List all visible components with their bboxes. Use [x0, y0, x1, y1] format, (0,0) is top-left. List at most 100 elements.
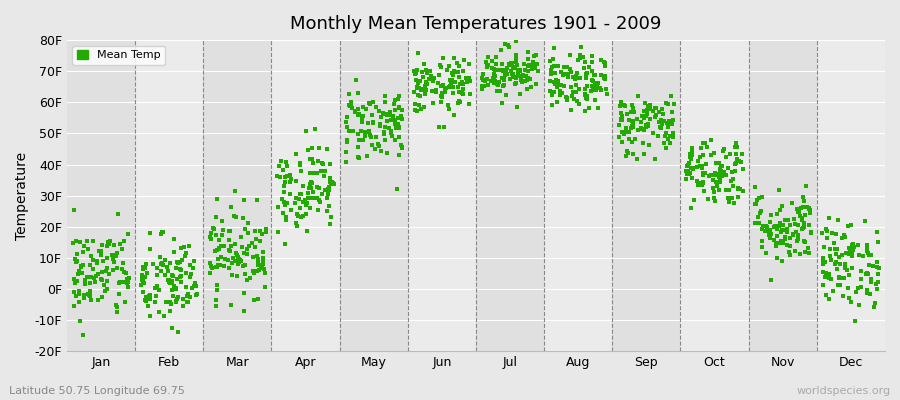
Point [410, 92, 425, 99]
Point [751, 196, 765, 203]
Point [635, 140, 650, 146]
Point [764, 230, 778, 237]
Point [586, 87, 600, 93]
Point [352, 155, 366, 161]
Point [529, 52, 544, 58]
Point [797, 239, 812, 245]
Point [827, 240, 842, 246]
Point [216, 226, 230, 233]
Point [310, 195, 324, 201]
Point [462, 75, 476, 81]
Point [868, 300, 882, 306]
Point [614, 99, 628, 105]
Point [850, 289, 864, 296]
Point [713, 167, 727, 174]
Point [614, 110, 628, 116]
Point [527, 65, 542, 72]
Point [687, 165, 701, 172]
Point [290, 210, 304, 217]
Point [832, 254, 846, 260]
Point [442, 84, 456, 90]
Point [413, 78, 428, 84]
Point [710, 183, 724, 189]
Point [815, 282, 830, 288]
Point [174, 272, 188, 279]
Point [815, 230, 830, 236]
Point [351, 90, 365, 96]
Point [752, 220, 766, 226]
Point [382, 109, 397, 115]
Point [572, 100, 586, 107]
Point [83, 262, 97, 269]
Point [508, 64, 522, 71]
Point [802, 250, 816, 256]
Point [143, 312, 157, 319]
Point [224, 204, 238, 210]
Point [842, 272, 857, 278]
Point [212, 255, 226, 262]
Point [394, 144, 409, 151]
Point [732, 158, 746, 164]
Point [204, 236, 219, 242]
Point [655, 111, 670, 117]
Point [485, 75, 500, 81]
Point [648, 113, 662, 120]
Point [696, 171, 710, 178]
Point [139, 265, 153, 271]
Point [437, 124, 452, 130]
Point [840, 266, 854, 273]
Point [557, 82, 572, 89]
Point [752, 195, 767, 201]
Point [800, 204, 814, 210]
Point [665, 129, 680, 136]
Point [455, 80, 470, 87]
Point [371, 141, 385, 147]
Point [838, 260, 852, 267]
Point [796, 225, 810, 231]
Point [312, 198, 327, 205]
Point [597, 75, 611, 81]
Point [364, 142, 379, 149]
Point [210, 247, 224, 253]
Point [510, 72, 525, 79]
Point [350, 144, 365, 150]
Point [838, 265, 852, 272]
Point [68, 280, 82, 287]
Point [759, 223, 773, 230]
Point [634, 126, 649, 132]
Point [554, 82, 569, 88]
Point [816, 269, 831, 275]
Point [495, 61, 509, 68]
Point [254, 264, 268, 271]
Point [166, 325, 180, 332]
Point [84, 253, 98, 260]
Point [559, 96, 573, 103]
Point [503, 76, 517, 82]
Point [570, 98, 584, 104]
Point [639, 124, 653, 130]
Point [521, 48, 535, 55]
Point [509, 75, 524, 82]
Point [474, 75, 489, 81]
Point [658, 132, 672, 139]
Point [515, 78, 529, 85]
Point [354, 128, 368, 134]
Point [119, 270, 133, 276]
Point [830, 246, 844, 252]
Point [215, 232, 230, 238]
Point [769, 243, 783, 249]
Point [706, 177, 720, 184]
Point [100, 277, 114, 284]
Point [506, 73, 520, 80]
Point [549, 82, 563, 88]
Point [778, 226, 793, 233]
Point [240, 277, 255, 283]
Point [175, 245, 189, 252]
Point [239, 251, 254, 258]
Point [380, 150, 394, 156]
Point [257, 284, 272, 290]
Point [831, 217, 845, 223]
Point [792, 209, 806, 215]
Point [237, 197, 251, 203]
Point [310, 207, 325, 213]
